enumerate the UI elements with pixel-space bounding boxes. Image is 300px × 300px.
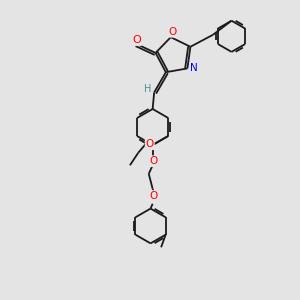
Text: O: O	[149, 156, 158, 166]
Text: O: O	[132, 35, 141, 45]
Text: O: O	[168, 27, 176, 37]
Text: O: O	[149, 191, 158, 201]
Text: H: H	[144, 85, 151, 94]
Text: O: O	[146, 139, 154, 149]
Text: N: N	[190, 63, 198, 73]
